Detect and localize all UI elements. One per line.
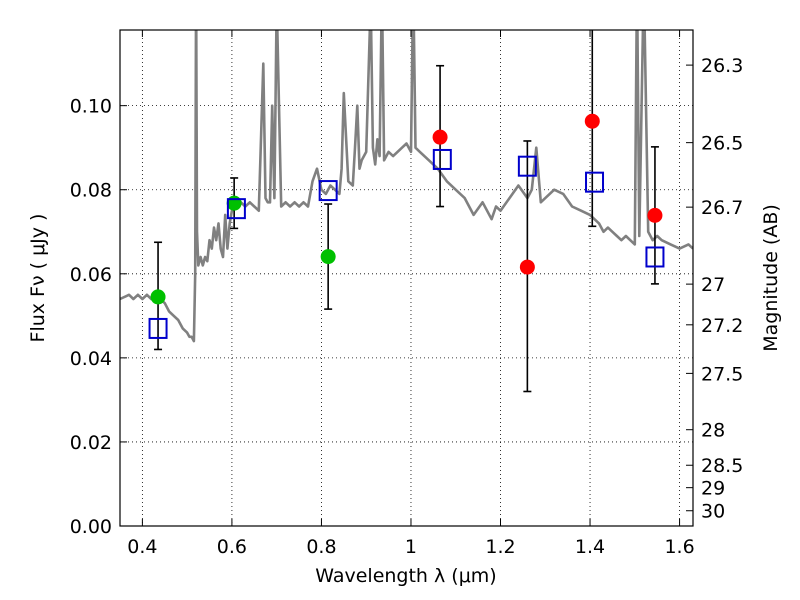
data-point [519, 259, 535, 275]
grid-lines [120, 30, 693, 527]
x-tick-label: 0.4 [127, 536, 157, 558]
y2-tick-label: 26.5 [701, 133, 743, 155]
data-point [226, 195, 242, 211]
y-axis-label: Flux Fν ( μJy ) [27, 214, 49, 343]
y-tick-label: 0.00 [70, 516, 112, 538]
data-point [432, 129, 448, 145]
spectrum-line [120, 30, 693, 343]
y-tick-label: 0.04 [70, 348, 112, 370]
x-tick-label: 1 [405, 536, 417, 558]
x-tick-label: 0.8 [306, 536, 336, 558]
x-tick-label: 1.6 [664, 536, 694, 558]
axis-ticks: 0.4 0.6 0.8 1 1.2 1.4 1.6 0.00 0.02 0.04 0.06 0.08 0… [70, 30, 743, 558]
y2-tick-label: 30 [701, 501, 725, 523]
spectrum-layer [120, 30, 693, 343]
model-point [517, 155, 537, 177]
y2-tick-label: 26.3 [701, 55, 743, 77]
y-tick-label: 0.08 [70, 180, 112, 202]
x-tick-label: 1.2 [485, 536, 515, 558]
y2-axis-label: Magnitude (AB) [760, 204, 782, 352]
model-point [585, 171, 605, 193]
y2-tick-label: 29 [701, 478, 725, 500]
y2-tick-label: 27 [701, 274, 725, 296]
y-tick-label: 0.06 [70, 264, 112, 286]
y2-tick-label: 27.5 [701, 363, 743, 385]
y2-tick-label: 28.5 [701, 455, 743, 477]
y-tick-label: 0.10 [70, 96, 112, 118]
data-point [320, 249, 336, 265]
y2-tick-label: 28 [701, 420, 725, 442]
y-tick-label: 0.02 [70, 432, 112, 454]
y2-tick-label: 27.2 [701, 315, 743, 337]
data-point [584, 113, 600, 129]
data-point [647, 207, 663, 223]
plot-background [120, 30, 693, 526]
x-tick-label: 1.4 [575, 536, 605, 558]
plot-frame [119, 29, 694, 527]
x-axis-label: Wavelength λ (μm) [315, 565, 496, 587]
model-point [645, 246, 665, 268]
model-point [226, 198, 246, 220]
data-point [150, 289, 166, 305]
model-point [318, 180, 338, 202]
x-tick-label: 0.6 [217, 536, 247, 558]
y2-tick-label: 26.7 [701, 197, 743, 219]
data-markers [148, 113, 665, 339]
model-point [148, 317, 168, 339]
model-point [432, 148, 452, 170]
